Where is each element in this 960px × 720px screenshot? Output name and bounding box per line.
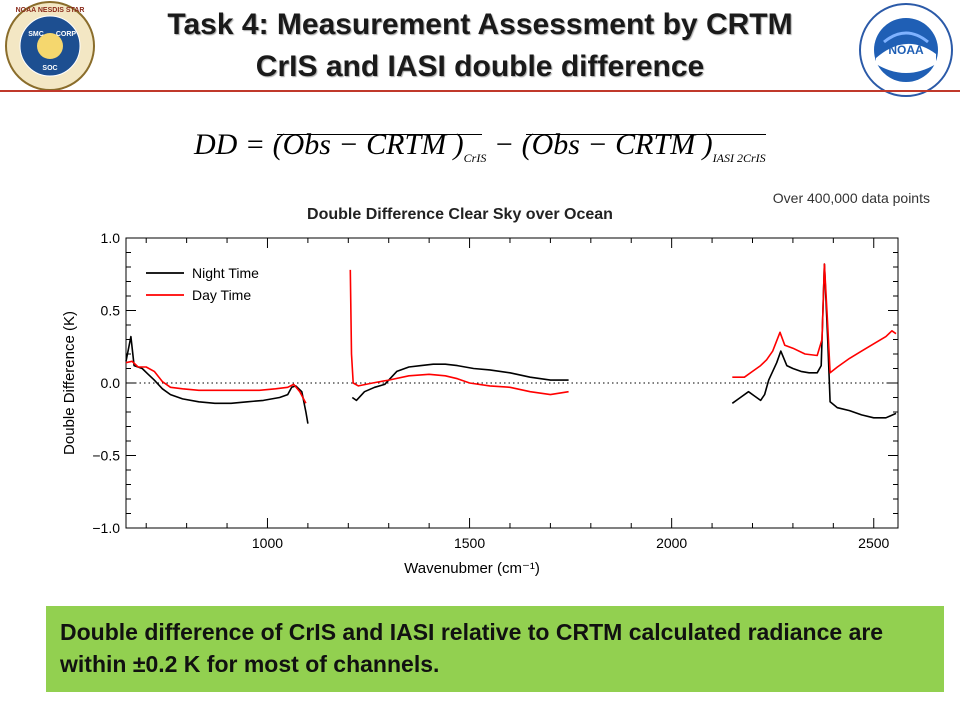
x-tick-label: 2500	[858, 535, 889, 551]
y-tick-label: 0.0	[101, 375, 121, 391]
logo-left-inner-3: SOC	[42, 65, 57, 72]
noaa-nesdis-star-logo: SMC CORP SOC NOAA NESDIS STAR	[5, 1, 95, 91]
series-night-line	[351, 363, 569, 402]
plot-frame	[125, 237, 899, 529]
chart-title: Double Difference Clear Sky over Ocean	[307, 206, 613, 223]
series-day-line	[125, 360, 307, 404]
logo-right-text: NOAA	[888, 43, 924, 57]
legend-label-day: Day Time	[192, 287, 251, 303]
page-title: Task 4: Measurement Assessment by CRTM C…	[120, 4, 840, 88]
equation-lhs: DD	[194, 128, 238, 161]
series-day-line	[732, 263, 897, 378]
x-tick-label: 2000	[656, 535, 687, 551]
header-divider	[0, 90, 960, 92]
y-axis-label: Double Difference (K)	[61, 311, 78, 455]
logo-left-inner-1: SMC	[28, 31, 44, 38]
equation-overline-2	[525, 134, 766, 135]
x-tick-label: 1000	[252, 535, 283, 551]
conclusion-banner: Double difference of CrIS and IASI relat…	[46, 606, 944, 692]
equation-term-1: (Obs − CRTM )	[272, 128, 464, 161]
double-difference-equation: DD = (Obs − CRTM )CrIS − (Obs − CRTM )IA…	[194, 128, 794, 178]
logo-left-inner-2: CORP	[56, 31, 77, 38]
series-night-line	[125, 335, 309, 424]
equation-sub-2: IASI 2CrIS	[712, 151, 766, 165]
x-tick-label: 1500	[454, 535, 485, 551]
equation-overline-1	[276, 134, 483, 135]
equation-equals: =	[237, 128, 273, 161]
double-difference-chart: 1000 1500 2000 2500 1.0 0.5 0.0 −0.5 −1.0 Wavenub…	[61, 230, 899, 577]
equation-minus: −	[486, 128, 522, 161]
title-line-2: CrIS and IASI double difference	[255, 50, 705, 83]
logo-left-ring-text: NOAA NESDIS STAR	[16, 7, 85, 14]
equation-sub-1: CrIS	[463, 151, 487, 165]
title-line-1: Task 4: Measurement Assessment by CRTM	[167, 8, 793, 41]
noaa-logo: NOAA	[859, 3, 953, 97]
equation-term-2: (Obs − CRTM )	[521, 128, 713, 161]
y-tick-label: 1.0	[101, 230, 121, 246]
data-points-note: Over 400,000 data points	[772, 190, 930, 206]
legend-label-night: Night Time	[192, 265, 259, 281]
series-night-line	[731, 263, 897, 419]
x-axis-label: Wavenubmer (cm⁻¹)	[404, 560, 540, 577]
y-tick-label: −0.5	[92, 448, 120, 464]
y-tick-label: 0.5	[101, 303, 121, 319]
series-day-line	[349, 269, 569, 396]
y-tick-label: −1.0	[92, 520, 120, 536]
